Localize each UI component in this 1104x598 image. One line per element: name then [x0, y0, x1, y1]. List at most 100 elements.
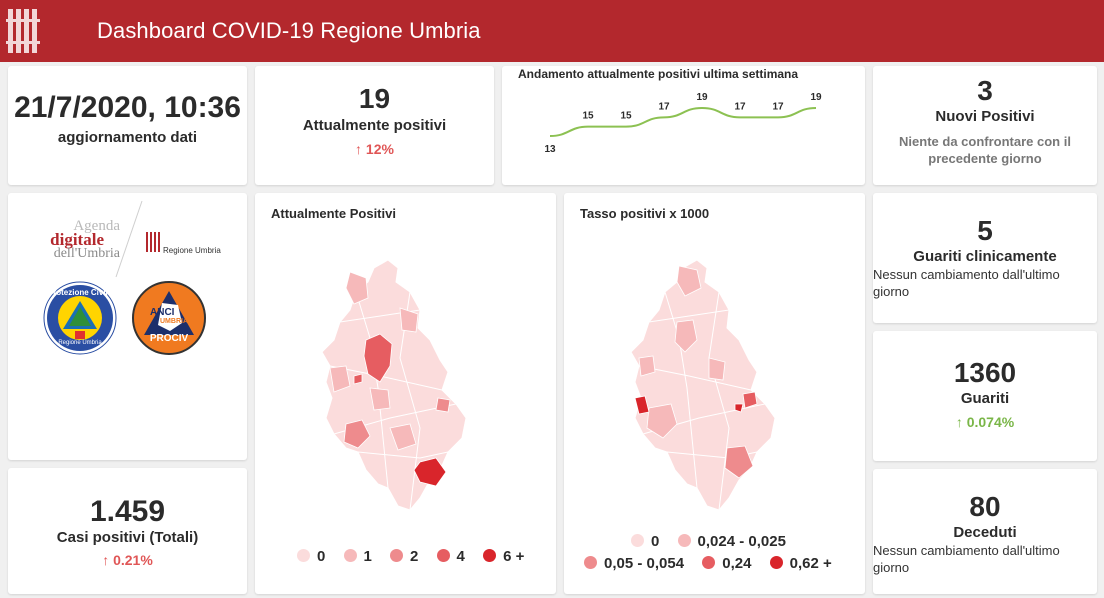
anci-text: ANCI	[150, 307, 175, 318]
trend-data-label: 19	[810, 92, 822, 103]
trend-data-label: 19	[696, 92, 708, 103]
legend-item: 6 +	[483, 548, 524, 565]
guariti-change: ↑ 0.074%	[955, 414, 1015, 430]
municipality-area	[343, 419, 371, 449]
municipality-area	[399, 307, 419, 333]
agenda-line1: Agenda	[73, 218, 120, 234]
map-attualmente-card: Attualmente Positivi 0 1 2 4 6 +	[255, 193, 556, 594]
municipality-border	[708, 291, 730, 511]
legend-item: 4	[436, 548, 465, 565]
protezione-civile-ring-text: Protezione Civile	[47, 288, 113, 297]
umbria-map-tasso	[630, 259, 776, 511]
municipality-border	[357, 451, 449, 459]
regione-umbria-text: Regione Umbria	[163, 246, 221, 255]
attualmente-card: 19 Attualmente positivi ↑ 12%	[255, 66, 494, 185]
legend-item: 1	[343, 548, 372, 565]
casi-value: 1.459	[89, 495, 166, 528]
header-bar: Dashboard COVID-19 Regione Umbria	[0, 0, 1104, 62]
guariti-clin-card: 5 Guariti clinicamente Nessun cambiament…	[873, 193, 1097, 323]
regione-umbria-icon	[146, 232, 160, 252]
guariti-clin-value: 5	[977, 215, 993, 246]
page-title: Dashboard COVID-19 Regione Umbria	[97, 18, 481, 43]
municipality-area	[345, 271, 369, 305]
attualmente-label: Attualmente positivi	[302, 117, 447, 134]
map-attualmente-legend: 0 1 2 4 6 +	[297, 548, 538, 565]
municipality-area	[674, 319, 698, 353]
logos-card: Agenda digitale dell'Umbria Regione Umbr…	[8, 193, 247, 460]
attualmente-value: 19	[358, 83, 391, 114]
agenda-line3: dell'Umbria	[53, 246, 120, 261]
protezione-civile-bottom-text: Regione Umbria	[58, 340, 102, 346]
municipality-area	[734, 403, 744, 413]
trend-line	[549, 106, 817, 137]
municipality-border	[664, 291, 698, 489]
municipality-area	[724, 445, 754, 479]
agenda-digitale-logo: Agenda digitale dell'Umbria	[20, 219, 120, 261]
nuovi-value: 3	[977, 75, 993, 106]
deceduti-value: 80	[969, 491, 1001, 522]
legend-item: 0,024 - 0,025	[677, 533, 786, 550]
trend-card: Andamento attualmente positivi ultima se…	[502, 66, 865, 185]
map-tasso-title: Tasso positivi x 1000	[580, 206, 710, 221]
municipality-area	[435, 397, 451, 413]
municipality-area	[363, 333, 393, 383]
map-attualmente-title: Attualmente Positivi	[271, 206, 396, 221]
anci-prociv-icon	[132, 281, 206, 355]
umbria-map-attualmente	[321, 259, 467, 511]
guariti-value: 1360	[953, 357, 1017, 388]
legend-item: 0,62 +	[769, 555, 832, 572]
guariti-card: 1360 Guariti ↑ 0.074%	[873, 331, 1097, 461]
deceduti-label: Deceduti	[953, 524, 1017, 541]
update-datetime: 21/7/2020, 10:36	[14, 91, 241, 124]
municipality-area	[329, 365, 351, 393]
legend-item: 0	[631, 533, 659, 550]
update-card: 21/7/2020, 10:36 aggiornamento dati	[8, 66, 247, 185]
legend-item: 2	[390, 548, 418, 565]
legend-item: 0,24	[702, 555, 751, 572]
divider-icon	[115, 200, 143, 278]
guariti-clin-note: Nessun cambiamento dall'ultimo giorno	[873, 267, 1060, 299]
casi-card: 1.459 Casi positivi (Totali) ↑ 0.21%	[8, 468, 247, 594]
anci-prociv-logo: ANCI UMBRIA PROCIV	[132, 281, 206, 355]
attualmente-change: ↑ 12%	[355, 141, 394, 157]
anci-umbria-text: UMBRIA	[160, 318, 188, 325]
trend-title: Andamento attualmente positivi ultima se…	[518, 67, 799, 81]
nuovi-card: 3 Nuovi Positivi Niente da confrontare c…	[873, 66, 1097, 185]
anci-prociv-text: PROCIV	[149, 333, 189, 344]
municipality-area	[742, 391, 758, 409]
municipality-area	[413, 457, 447, 487]
agenda-line2: digitale	[50, 230, 104, 249]
trend-data-label: 17	[734, 101, 746, 112]
municipality-area	[369, 387, 391, 411]
municipality-area	[646, 403, 678, 439]
trend-chart: 13 15 15 17 19 17 17 19	[544, 92, 822, 155]
guariti-label: Guariti	[960, 390, 1010, 407]
trend-data-label: 13	[544, 144, 556, 155]
region-outline	[630, 259, 776, 511]
protezione-civile-icon	[43, 281, 117, 355]
municipality-area	[638, 355, 656, 377]
casi-change: ↑ 0.21%	[102, 552, 153, 568]
municipality-area	[389, 423, 417, 451]
map-tasso-card: Tasso positivi x 1000 0 0,024 - 0,025 0,…	[564, 193, 865, 594]
trend-data-label: 17	[658, 101, 670, 112]
update-label: aggiornamento dati	[57, 129, 198, 146]
legend-item: 0,05 - 0,054	[584, 555, 684, 572]
legend-item: 0	[297, 548, 325, 565]
map-tasso-legend: 0 0,024 - 0,025	[631, 533, 800, 550]
trend-data-label: 17	[772, 101, 784, 112]
municipality-area	[634, 395, 650, 415]
municipality-area	[353, 373, 363, 385]
deceduti-card: 80 Deceduti Nessun cambiamento dall'ulti…	[873, 469, 1097, 594]
municipality-border	[638, 365, 752, 391]
region-logo-icon	[6, 9, 40, 53]
map-tasso-legend-row2: 0,05 - 0,054 0,24 0,62 +	[584, 555, 846, 572]
deceduti-note: Nessun cambiamento dall'ultimo giorno	[873, 543, 1060, 575]
nuovi-note: Niente da confrontare con il precedente …	[899, 134, 1071, 166]
casi-label: Casi positivi (Totali)	[56, 529, 199, 546]
municipality-area	[708, 357, 726, 381]
protezione-civile-logo: Protezione Civile Regione Umbria	[43, 281, 117, 355]
guariti-clin-label: Guariti clinicamente	[913, 248, 1057, 265]
trend-data-label: 15	[582, 111, 594, 122]
trend-data-label: 15	[620, 111, 632, 122]
